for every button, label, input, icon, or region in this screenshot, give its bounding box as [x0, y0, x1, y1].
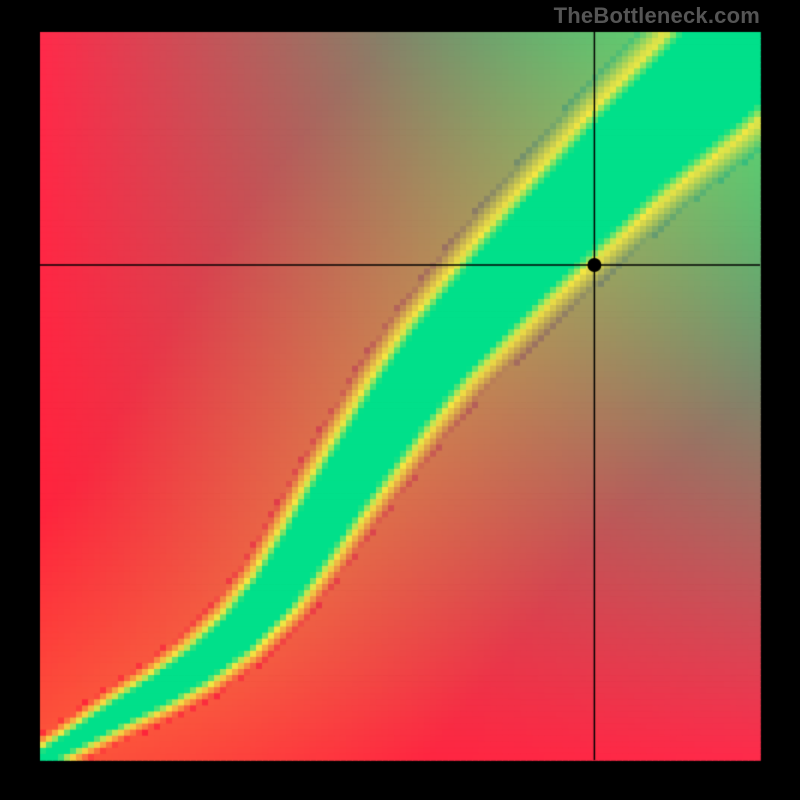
watermark-text: TheBottleneck.com — [554, 3, 760, 29]
chart-container: TheBottleneck.com — [0, 0, 800, 800]
bottleneck-heatmap — [0, 0, 800, 800]
